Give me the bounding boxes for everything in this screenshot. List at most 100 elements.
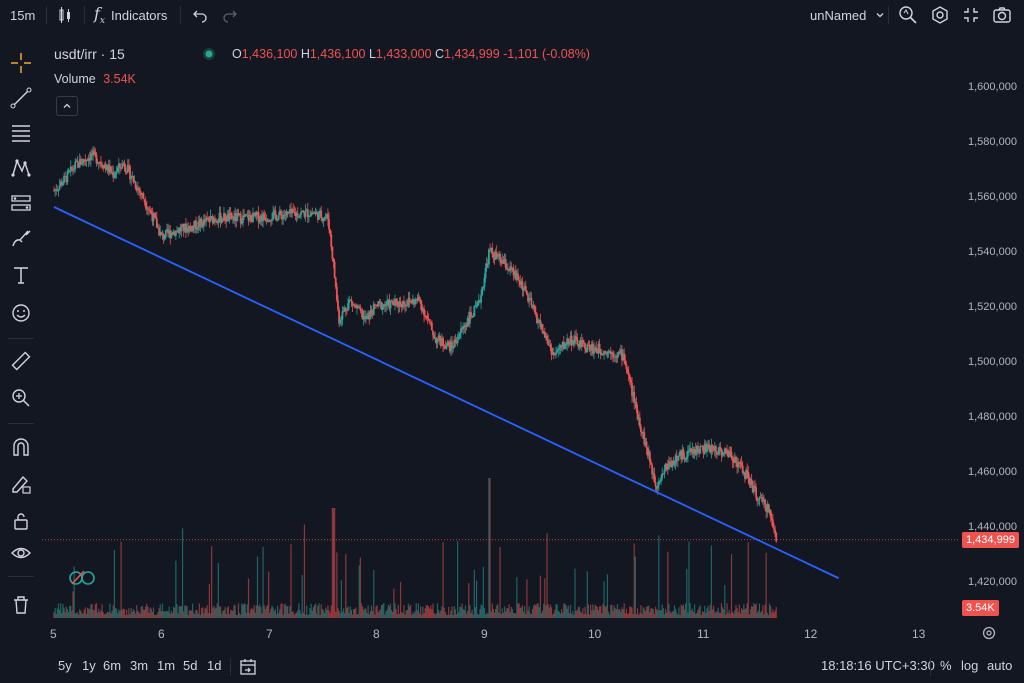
ruler-tool[interactable] (8, 348, 34, 374)
goto-date-button[interactable] (238, 657, 258, 680)
volume-bar (535, 605, 537, 618)
clock[interactable]: 18:18:16 UTC+3:30 (821, 658, 935, 673)
brush-icon (12, 230, 31, 247)
volume-bar (531, 608, 534, 618)
candle-body (590, 343, 593, 351)
volume-bar (189, 610, 191, 618)
trend-line-tool[interactable] (8, 85, 34, 111)
settings-button[interactable] (930, 0, 950, 30)
candle-body (682, 449, 685, 458)
fullscreen-button[interactable] (962, 0, 980, 30)
volume-bar (463, 609, 465, 618)
volume-bar (164, 611, 166, 618)
volume-bar (93, 610, 95, 618)
time-axis[interactable]: 5 6 7 8 9 10 11 12 13 (42, 620, 960, 646)
candle-body (642, 432, 645, 434)
candle-body (308, 216, 310, 218)
candle-body (63, 175, 65, 183)
volume-bar (67, 611, 70, 618)
candle-body (189, 226, 192, 228)
volume-bar (213, 605, 215, 618)
zoom-tool[interactable] (8, 385, 34, 411)
volume-bar (56, 608, 58, 618)
indicators-label: Indicators (111, 7, 168, 23)
volume-bar (755, 603, 757, 618)
candle-body (733, 456, 736, 463)
log-toggle[interactable]: log (961, 658, 979, 673)
hide-drawings-tool[interactable] (8, 540, 34, 566)
crosshair-tool[interactable] (8, 50, 34, 76)
layout-menu-button[interactable]: unNamed (810, 0, 886, 30)
volume-bar (226, 607, 228, 618)
candle-body (291, 208, 294, 214)
snapshot-button[interactable] (992, 0, 1012, 30)
icon-tool[interactable] (8, 300, 34, 326)
volume-bar (422, 606, 424, 618)
lock-drawings-tool[interactable] (8, 508, 34, 534)
candle-body (256, 212, 259, 216)
undo-button[interactable] (192, 0, 208, 30)
volume-bar (678, 607, 680, 618)
price-tick: 1,600,000 (968, 81, 1017, 93)
candle-body (206, 217, 209, 219)
redo-button[interactable] (222, 0, 238, 30)
candle-body (98, 162, 101, 164)
axis-settings-button[interactable] (982, 626, 996, 643)
auto-toggle[interactable]: auto (987, 658, 1013, 673)
candle-body (400, 304, 403, 308)
volume-label[interactable]: Volume (54, 72, 96, 86)
candle-body (663, 469, 666, 474)
prediction-tool[interactable] (8, 190, 34, 216)
volume-bar (137, 610, 139, 618)
percent-toggle[interactable]: % (940, 658, 952, 673)
candle-body (607, 352, 610, 354)
symbol-label[interactable]: usdt/irr · 15 (54, 46, 125, 62)
quick-search-button[interactable] (898, 0, 918, 30)
volume-bar (339, 613, 341, 618)
candle-body (628, 375, 631, 380)
collapse-legend-button[interactable] (56, 96, 78, 116)
range-6m[interactable]: 6m (103, 658, 122, 673)
candle-body (102, 166, 105, 169)
candle-body (235, 213, 238, 221)
volume-bar (214, 608, 216, 618)
range-5d[interactable]: 5d (183, 658, 198, 673)
range-1m[interactable]: 1m (157, 658, 176, 673)
text-tool[interactable] (8, 262, 34, 288)
volume-bar (336, 552, 338, 618)
range-1d[interactable]: 1d (207, 658, 222, 673)
range-1y[interactable]: 1y (82, 658, 96, 673)
candle-body (755, 487, 758, 498)
volume-bar (159, 604, 161, 618)
magnet-tool[interactable] (8, 434, 34, 460)
candle-body (542, 331, 545, 333)
pattern-tool[interactable] (8, 155, 34, 181)
volume-bar (717, 607, 719, 618)
range-3m[interactable]: 3m (130, 658, 149, 673)
volume-bar (233, 605, 235, 618)
candle-body (226, 214, 229, 222)
volume-bar (281, 603, 283, 618)
delete-drawings-tool[interactable] (8, 592, 34, 618)
chart-type-button[interactable] (56, 0, 74, 30)
volume-bar (228, 614, 231, 618)
interval-button[interactable]: 15m (10, 0, 35, 30)
volume-bar (670, 613, 672, 618)
candle-body (223, 213, 225, 222)
brush-tool[interactable] (8, 225, 34, 251)
price-chart[interactable] (42, 38, 960, 620)
candle-body (551, 352, 554, 355)
price-tick: 1,460,000 (968, 466, 1017, 478)
stay-drawing-tool[interactable] (8, 471, 34, 497)
indicators-button[interactable]: fx Indicators (94, 0, 167, 30)
price-axis[interactable]: 1,600,000 1,580,000 1,560,000 1,540,000 … (960, 38, 1024, 620)
chart-pane[interactable]: usdt/irr · 15 O1,436,100 H1,436,100 L1,4… (42, 38, 960, 620)
volume-bar (288, 613, 290, 618)
candle-body (376, 305, 379, 307)
volume-bar (256, 556, 259, 618)
volume-bar (547, 604, 549, 618)
candle-body (775, 532, 778, 542)
candle-body (647, 451, 650, 456)
fib-tool[interactable] (8, 120, 34, 146)
range-5y[interactable]: 5y (58, 658, 72, 673)
